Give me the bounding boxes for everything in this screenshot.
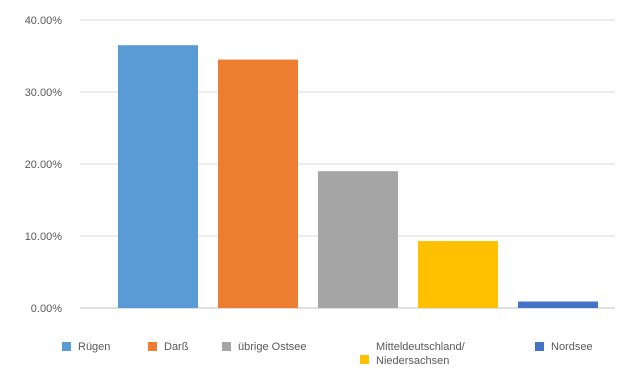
legend-label: Rügen bbox=[78, 341, 110, 353]
legend-label: Mitteldeutschland/Niedersachsen bbox=[376, 341, 466, 367]
legend-label: übrige Ostsee bbox=[238, 341, 306, 353]
legend-label: Nordsee bbox=[551, 341, 593, 353]
y-tick-label: 10.00% bbox=[25, 231, 63, 243]
legend-swatch bbox=[535, 342, 544, 351]
bar-2 bbox=[218, 59, 298, 308]
bar-4 bbox=[418, 241, 498, 308]
bars bbox=[118, 45, 598, 308]
y-axis-ticks: 0.00% 10.00% 20.00% 30.00% 40.00% bbox=[25, 15, 63, 315]
legend-label: Darß bbox=[164, 341, 189, 353]
y-tick-label: 40.00% bbox=[25, 15, 63, 27]
legend-swatch bbox=[148, 342, 157, 351]
legend-swatch bbox=[360, 355, 369, 364]
legend-swatch bbox=[222, 342, 231, 351]
legend: Rügen Darß übrige Ostsee Mitteldeutschland/… bbox=[62, 341, 593, 367]
legend-swatch bbox=[62, 342, 71, 351]
bar-3 bbox=[318, 171, 398, 308]
y-tick-label: 20.00% bbox=[25, 159, 63, 171]
y-tick-label: 30.00% bbox=[25, 87, 63, 99]
bar-5 bbox=[518, 301, 598, 308]
bar-1 bbox=[118, 45, 198, 308]
y-tick-label: 0.00% bbox=[31, 303, 62, 315]
